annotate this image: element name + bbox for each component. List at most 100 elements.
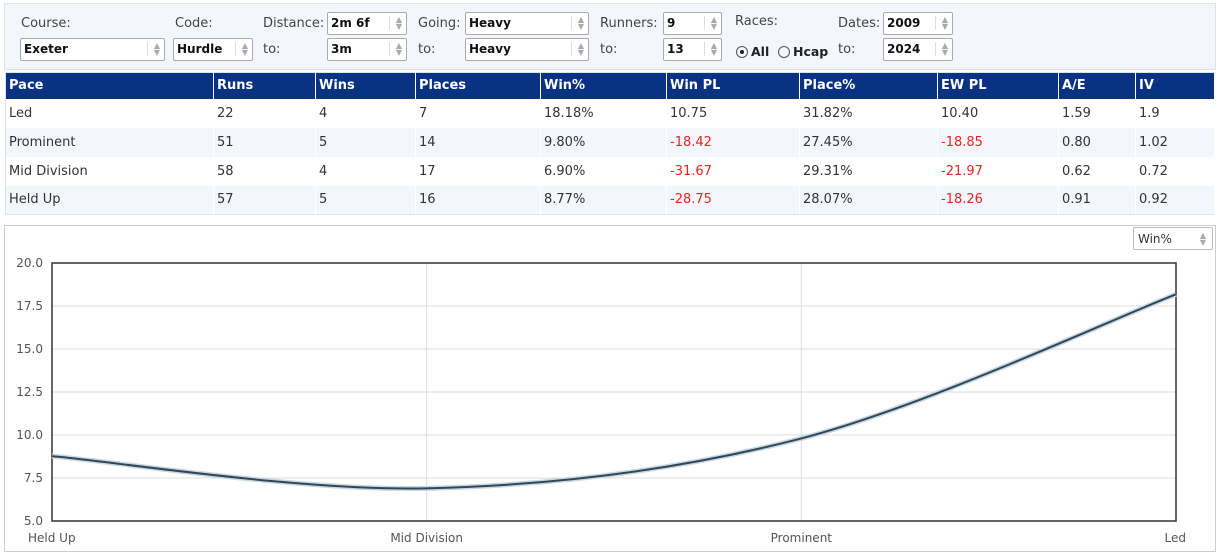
table-cell: 0.91 — [1058, 185, 1136, 215]
table-cell: 22 — [213, 98, 316, 128]
plot-area — [51, 262, 1177, 522]
table-cell: 29.31% — [799, 156, 938, 186]
table-cell: 4 — [315, 156, 416, 186]
column-header[interactable]: IV — [1135, 72, 1215, 99]
table-cell: 31.82% — [799, 98, 938, 128]
table-cell: 8.77% — [540, 185, 667, 215]
dates-to-select[interactable]: 2024 ▲ ▼ — [883, 38, 953, 61]
table-cell: 1.59 — [1058, 98, 1136, 128]
table-cell: 17 — [415, 156, 541, 186]
dates-label: Dates: — [838, 16, 881, 31]
table-cell: 27.45% — [799, 127, 938, 157]
table-cell: 28.07% — [799, 185, 938, 215]
radio-checked-icon — [736, 46, 748, 58]
table-cell: -18.42 — [666, 127, 800, 157]
column-header[interactable]: Win PL — [666, 72, 800, 99]
table-row: Led 22 4 7 18.18% 10.75 31.82% 10.40 1.59 1.9 — [5, 98, 1215, 128]
spinner-icon: ▲ ▼ — [234, 42, 248, 57]
table-cell: 6.90% — [540, 156, 667, 186]
table-cell: 16 — [415, 185, 541, 215]
table-cell: -31.67 — [666, 156, 800, 186]
code-label: Code: — [175, 16, 213, 31]
column-header[interactable]: Wins — [315, 72, 416, 99]
table-cell: -18.26 — [937, 185, 1059, 215]
y-tick-label: 5.0 — [24, 514, 43, 528]
table-cell: 0.72 — [1135, 156, 1215, 186]
spinner-icon: ▲ ▼ — [703, 16, 717, 31]
column-header[interactable]: Place% — [799, 72, 938, 99]
distance-from-select[interactable]: 2m 6f ▲ ▼ — [327, 12, 407, 35]
table-cell: 5 — [315, 185, 416, 215]
table-cell: 58 — [213, 156, 316, 186]
table-cell: 10.75 — [666, 98, 800, 128]
table-cell: 10.40 — [937, 98, 1059, 128]
spinner-icon: ▲ ▼ — [703, 42, 717, 57]
dates-from-select[interactable]: 2009 ▲ ▼ — [883, 12, 953, 35]
series-line-shadow — [51, 291, 1177, 492]
table-cell: 51 — [213, 127, 316, 157]
x-tick-label: Held Up — [28, 531, 76, 545]
races-hcap-radio[interactable]: Hcap — [778, 44, 828, 59]
table-cell: 1.02 — [1135, 127, 1215, 157]
going-from-select[interactable]: Heavy ▲ ▼ — [465, 12, 589, 35]
runners-to-label: to: — [600, 42, 618, 57]
table-cell: Prominent — [5, 127, 214, 157]
table-row: Held Up 57 5 16 8.77% -28.75 28.07% -18.26 0.91 0… — [5, 185, 1215, 215]
column-header[interactable]: Places — [415, 72, 541, 99]
y-tick-label: 17.5 — [16, 299, 43, 313]
runners-to-select[interactable]: 13 ▲ ▼ — [663, 38, 722, 61]
x-tick-label: Mid Division — [390, 531, 463, 545]
table-cell: -18.85 — [937, 127, 1059, 157]
y-tick-label: 7.5 — [24, 471, 43, 485]
going-to-select[interactable]: Heavy ▲ ▼ — [465, 38, 589, 61]
column-header[interactable]: Win% — [540, 72, 667, 99]
spinner-icon: ▲ ▼ — [934, 42, 948, 57]
table-cell: 0.92 — [1135, 185, 1215, 215]
table-cell: 57 — [213, 185, 316, 215]
table-cell: 0.62 — [1058, 156, 1136, 186]
table-row: Mid Division 58 4 17 6.90% -31.67 29.31% -21.97… — [5, 156, 1215, 186]
spinner-icon: ▲ ▼ — [570, 42, 584, 57]
races-label: Races: — [735, 14, 779, 29]
x-tick-label: Prominent — [771, 531, 833, 545]
distance-to-label: to: — [263, 42, 281, 57]
column-header[interactable]: Runs — [213, 72, 316, 99]
x-tick-label: Led — [1165, 531, 1186, 545]
table-cell: Held Up — [5, 185, 214, 215]
table-cell: 18.18% — [540, 98, 667, 128]
y-tick-label: 15.0 — [16, 342, 43, 356]
series-line — [51, 293, 1177, 490]
chart-panel — [4, 225, 1216, 552]
y-tick-label: 12.5 — [16, 385, 43, 399]
table-cell: 0.80 — [1058, 127, 1136, 157]
table-cell: Led — [5, 98, 214, 128]
table-row: Prominent 51 5 14 9.80% -18.42 27.45% -18.85 0.8… — [5, 127, 1215, 157]
column-header[interactable]: EW PL — [937, 72, 1059, 99]
spinner-icon: ▲ ▼ — [1199, 231, 1206, 247]
radio-unchecked-icon — [778, 46, 790, 58]
code-select[interactable]: Hurdle ▲ ▼ — [173, 38, 253, 61]
metric-select[interactable]: Win% ▲ ▼ — [1133, 227, 1213, 250]
table-cell: 1.9 — [1135, 98, 1215, 128]
distance-label: Distance: — [263, 16, 325, 31]
dates-to-label: to: — [838, 42, 856, 57]
course-select[interactable]: Exeter ▲ ▼ — [20, 38, 165, 61]
pace-stats-table: Pace Runs Wins Places Win% Win PL Place% EW PL A… — [5, 72, 1215, 215]
table-cell: -28.75 — [666, 185, 800, 215]
table-cell: -21.97 — [937, 156, 1059, 186]
table-cell: 7 — [415, 98, 541, 128]
runners-from-select[interactable]: 9 ▲ ▼ — [663, 12, 722, 35]
column-header[interactable]: Pace — [5, 72, 214, 99]
column-header[interactable]: A/E — [1058, 72, 1136, 99]
spinner-icon: ▲ ▼ — [146, 42, 160, 57]
table-cell: 5 — [315, 127, 416, 157]
y-tick-label: 10.0 — [16, 428, 43, 442]
races-all-radio[interactable]: All — [736, 44, 769, 59]
distance-to-select[interactable]: 3m ▲ ▼ — [327, 38, 407, 61]
spinner-icon: ▲ ▼ — [570, 16, 584, 31]
course-label: Course: — [21, 16, 71, 31]
table-cell: 14 — [415, 127, 541, 157]
spinner-icon: ▲ ▼ — [388, 42, 402, 57]
runners-label: Runners: — [600, 16, 658, 31]
